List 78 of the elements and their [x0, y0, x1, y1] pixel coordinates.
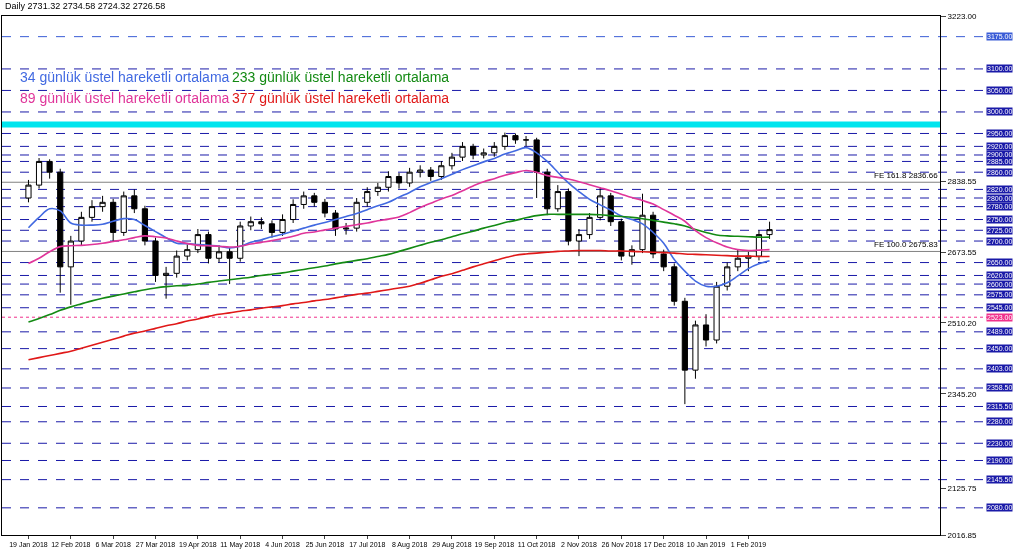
ref-line-label: FE 161.8 2836.66 — [874, 171, 939, 180]
candlestick — [554, 184, 561, 213]
candlestick — [702, 313, 710, 347]
candlestick — [385, 170, 392, 193]
candlestick — [57, 168, 64, 294]
text: 34 günlük üstel hareketli ortalama — [20, 69, 230, 85]
candlestick — [724, 262, 731, 292]
candlestick — [88, 199, 96, 223]
y-tick-label: 2838.55 — [947, 177, 978, 187]
y-tick-label: 2510.20 — [947, 318, 978, 328]
line-series — [27, 146, 771, 288]
candlestick — [395, 172, 403, 190]
candlestick — [184, 243, 191, 261]
candlestick — [565, 188, 572, 246]
candlestick — [470, 143, 477, 160]
candlestick — [618, 218, 625, 261]
candlestick — [46, 158, 53, 180]
chart-title: Daily 2731.32 2734.58 2724.32 2726.58 — [5, 1, 166, 12]
candlestick — [480, 148, 487, 159]
candlestick — [342, 222, 350, 236]
candlestick — [364, 186, 371, 208]
text: 89 günlük üstel hareketli ortalama — [20, 90, 230, 106]
candlestick — [586, 212, 593, 240]
candlestick — [501, 132, 508, 151]
candlestick — [110, 198, 117, 242]
candlestick — [406, 167, 413, 188]
candlestick — [311, 192, 318, 208]
candlestick — [427, 166, 434, 182]
y-tick-label: 2345.20 — [947, 389, 978, 399]
candlestick — [734, 249, 741, 272]
y-tick-label: 3223.00 — [947, 11, 978, 21]
candlestick — [237, 221, 244, 263]
candlestick — [173, 250, 180, 279]
candlestick — [692, 320, 699, 380]
candlestick — [575, 228, 583, 257]
y-tick-label: 2016.85 — [947, 530, 978, 540]
candlestick — [163, 266, 170, 300]
candlestick — [35, 157, 43, 190]
candlestick — [205, 231, 212, 264]
candlestick — [713, 281, 720, 344]
candlestick — [374, 182, 381, 197]
candlestick — [131, 188, 138, 214]
candlestick — [544, 168, 551, 216]
candlestick — [25, 179, 32, 203]
candlestick — [671, 262, 678, 307]
candlestick — [226, 247, 233, 285]
candlestick — [215, 244, 223, 264]
line-series — [27, 213, 771, 323]
candlestick — [321, 198, 328, 218]
candlestick — [459, 141, 466, 162]
candlestick — [152, 237, 159, 283]
candlestick — [766, 221, 773, 240]
line-series — [27, 249, 771, 361]
ref-line-label: FE 100.0 2675.83 — [874, 240, 939, 249]
candlestick — [279, 213, 286, 237]
candlestick — [681, 297, 688, 405]
candlestick — [660, 249, 667, 272]
text: 233 günlük üstel hareketli ortalama — [232, 69, 450, 85]
candlestick — [533, 137, 540, 199]
y-tick-label: 2125.75 — [947, 483, 978, 493]
y-tick-label: 2673.55 — [947, 248, 978, 258]
candlestick — [491, 141, 498, 158]
candlestick — [300, 191, 307, 210]
candlestick — [438, 160, 445, 181]
candlestick — [639, 193, 646, 254]
candlestick — [67, 235, 74, 306]
candlestick — [290, 198, 297, 224]
candlestick — [99, 195, 106, 213]
text: 377 günlük üstel hareketli ortalama — [232, 90, 450, 106]
candlestick — [78, 211, 85, 246]
candlestick — [120, 191, 127, 237]
line-series — [27, 169, 771, 265]
candlestick — [448, 152, 456, 171]
candlestick — [268, 219, 276, 239]
candlestick — [247, 216, 254, 231]
candlestick — [417, 164, 424, 178]
candlestick — [258, 216, 265, 230]
candlestick — [512, 132, 519, 145]
